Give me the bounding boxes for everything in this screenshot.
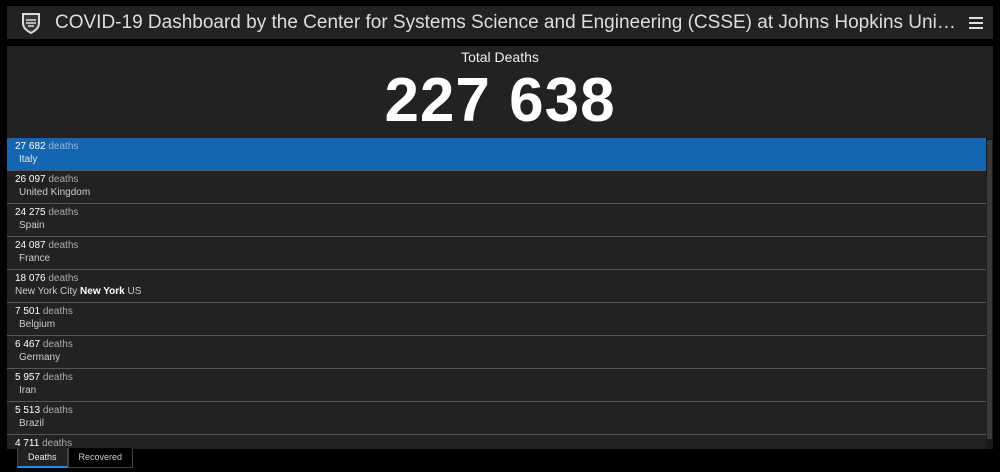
- list-item[interactable]: 18 076 deaths New York City New York US: [7, 270, 986, 303]
- death-count: 5 957: [15, 372, 41, 383]
- death-count: 4 711: [15, 438, 40, 449]
- list-item[interactable]: 24 087 deaths France: [7, 237, 986, 270]
- hamburger-menu-icon[interactable]: [959, 16, 993, 30]
- location-name: Iran: [19, 385, 37, 396]
- dashboard-header: COVID-19 Dashboard by the Center for Sys…: [7, 6, 993, 39]
- death-count: 24 087: [15, 240, 46, 251]
- death-count: 24 275: [15, 207, 46, 218]
- country-name: US: [127, 286, 142, 297]
- death-unit: deaths: [48, 174, 79, 185]
- death-count: 6 467: [15, 339, 41, 350]
- list-item[interactable]: 7 501 deaths Belgium: [7, 303, 986, 336]
- death-count: 18 076: [15, 273, 46, 284]
- death-unit: deaths: [48, 240, 79, 251]
- death-unit: deaths: [42, 372, 73, 383]
- deaths-list: 27 682 deaths Italy 26 097 deaths United…: [7, 138, 986, 449]
- death-count: 27 682: [15, 141, 46, 152]
- tab-deaths[interactable]: Deaths: [17, 448, 68, 468]
- jhu-shield-icon: [22, 12, 40, 34]
- total-deaths-label: Total Deaths: [461, 49, 539, 65]
- city-name: New York City: [15, 286, 78, 297]
- death-unit: deaths: [48, 207, 79, 218]
- scrollbar-thumb[interactable]: [987, 140, 992, 439]
- state-name: New York: [80, 286, 125, 297]
- total-deaths-panel: Total Deaths 227 638 27 682 deaths Italy…: [7, 46, 993, 449]
- death-unit: deaths: [42, 306, 73, 317]
- location-name: Germany: [19, 352, 61, 363]
- list-item[interactable]: 5 957 deaths Iran: [7, 369, 986, 402]
- death-unit: deaths: [42, 405, 73, 416]
- location-name: New York City New York US: [15, 286, 141, 297]
- list-scrollbar[interactable]: [986, 138, 993, 449]
- location-name: Spain: [19, 220, 45, 231]
- tab-recovered[interactable]: Recovered: [67, 448, 134, 468]
- location-name: France: [19, 253, 51, 264]
- location-name: Belgium: [19, 319, 56, 330]
- death-unit: deaths: [48, 141, 79, 152]
- location-name: Italy: [19, 154, 38, 165]
- panel-tabs: Deaths Recovered: [17, 448, 134, 468]
- list-item[interactable]: 24 275 deaths Spain: [7, 204, 986, 237]
- death-unit: deaths: [48, 273, 79, 284]
- death-unit: deaths: [42, 339, 73, 350]
- location-name: United Kingdom: [19, 187, 91, 198]
- location-name: Brazil: [19, 418, 45, 429]
- total-deaths-value: 227 638: [384, 66, 616, 135]
- dashboard-title: COVID-19 Dashboard by the Center for Sys…: [55, 11, 959, 33]
- list-item[interactable]: 5 513 deaths Brazil: [7, 402, 986, 435]
- list-item[interactable]: 6 467 deaths Germany: [7, 336, 986, 369]
- death-count: 5 513: [15, 405, 41, 416]
- death-count: 7 501: [15, 306, 41, 317]
- list-item[interactable]: 27 682 deaths Italy: [7, 138, 986, 171]
- death-unit: deaths: [42, 438, 73, 449]
- death-count: 26 097: [15, 174, 46, 185]
- list-item[interactable]: 4 711 deaths: [7, 435, 986, 449]
- list-item[interactable]: 26 097 deaths United Kingdom: [7, 171, 986, 204]
